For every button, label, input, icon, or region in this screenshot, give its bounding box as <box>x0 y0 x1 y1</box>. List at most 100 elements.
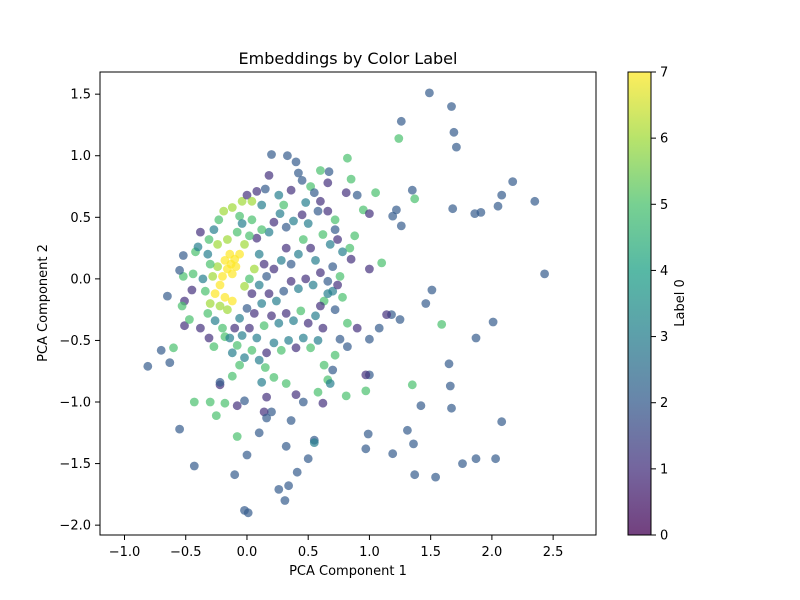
data-point <box>540 269 549 279</box>
colorbar-tick-label: 2 <box>660 396 668 411</box>
data-point <box>214 215 224 225</box>
data-point <box>262 272 271 281</box>
data-point <box>252 333 262 343</box>
data-point <box>225 249 235 259</box>
data-point <box>247 196 257 206</box>
data-point <box>306 343 315 353</box>
data-point <box>230 323 240 333</box>
data-point <box>198 274 208 284</box>
data-point <box>328 262 338 271</box>
data-point <box>361 370 371 380</box>
y-tick-label: −1.0 <box>59 396 91 411</box>
data-point <box>227 371 237 381</box>
data-point <box>196 323 205 333</box>
data-point <box>249 264 259 274</box>
data-point <box>284 336 293 345</box>
x-tick-label: 1.5 <box>420 545 441 560</box>
data-point <box>281 309 291 318</box>
data-point <box>407 380 417 390</box>
data-point <box>313 206 323 216</box>
data-point <box>452 142 461 152</box>
data-point <box>343 153 352 163</box>
data-point <box>292 467 302 477</box>
data-point <box>407 185 417 195</box>
data-point <box>361 386 371 396</box>
plot-frame <box>99 71 597 536</box>
data-point <box>416 401 426 411</box>
data-point <box>218 272 227 281</box>
chart-title: Embeddings by Color Label <box>239 49 458 68</box>
data-point <box>294 168 303 178</box>
data-point <box>283 151 292 161</box>
data-point <box>316 268 325 278</box>
data-point <box>279 286 289 296</box>
data-point <box>311 256 320 265</box>
data-point <box>218 323 227 333</box>
data-point <box>309 188 319 198</box>
data-point <box>343 342 352 351</box>
data-point <box>298 235 308 244</box>
data-point <box>203 249 213 259</box>
data-point <box>323 178 333 188</box>
data-point <box>203 309 213 318</box>
data-point <box>328 365 338 375</box>
x-tick-label: −1.0 <box>109 545 141 560</box>
data-point <box>330 215 340 225</box>
data-point <box>316 166 325 175</box>
data-point <box>232 432 242 441</box>
data-point <box>338 247 347 257</box>
data-point <box>143 361 153 371</box>
data-point <box>289 316 298 326</box>
data-point <box>175 265 185 275</box>
colorbar-tick-label: 7 <box>660 66 668 81</box>
data-point <box>213 240 223 249</box>
colorbar-tick-label: 6 <box>660 132 668 147</box>
data-point <box>297 210 307 220</box>
data-point <box>254 355 264 365</box>
data-point <box>497 190 507 200</box>
data-point <box>237 331 247 340</box>
data-point <box>213 262 223 271</box>
data-point <box>395 315 405 324</box>
points-layer <box>143 88 549 518</box>
data-point <box>396 221 406 231</box>
y-tick-label: −1.5 <box>59 457 91 472</box>
data-point <box>291 343 301 353</box>
data-point <box>333 280 342 290</box>
x-tick-label: −0.5 <box>170 545 202 560</box>
data-point <box>508 177 518 187</box>
data-point <box>330 305 340 315</box>
data-point <box>333 235 342 244</box>
data-point <box>267 311 276 321</box>
data-point <box>324 167 334 177</box>
colorbar-tick-label: 5 <box>660 198 668 213</box>
data-point <box>165 358 175 367</box>
data-point <box>219 206 229 216</box>
data-point <box>227 269 237 279</box>
data-point <box>225 333 235 343</box>
data-point <box>488 317 498 327</box>
data-point <box>396 116 406 126</box>
data-point <box>471 454 481 464</box>
data-point <box>220 398 230 408</box>
colorbar-tick-label: 4 <box>660 264 668 279</box>
data-point <box>447 403 456 413</box>
data-point <box>323 276 333 286</box>
data-point <box>232 227 242 237</box>
data-point <box>259 259 269 269</box>
data-point <box>346 174 356 184</box>
data-point <box>177 301 187 311</box>
data-point <box>421 299 431 308</box>
data-point <box>249 309 259 318</box>
data-point <box>471 333 481 343</box>
data-point <box>200 286 210 296</box>
data-point <box>325 240 335 249</box>
data-point <box>262 348 271 358</box>
data-point <box>291 157 301 167</box>
data-point <box>365 209 374 219</box>
colorbar-tick-label: 0 <box>660 529 668 544</box>
data-point <box>220 292 230 302</box>
data-point <box>247 289 257 298</box>
data-point <box>323 206 333 216</box>
data-point <box>330 350 340 360</box>
